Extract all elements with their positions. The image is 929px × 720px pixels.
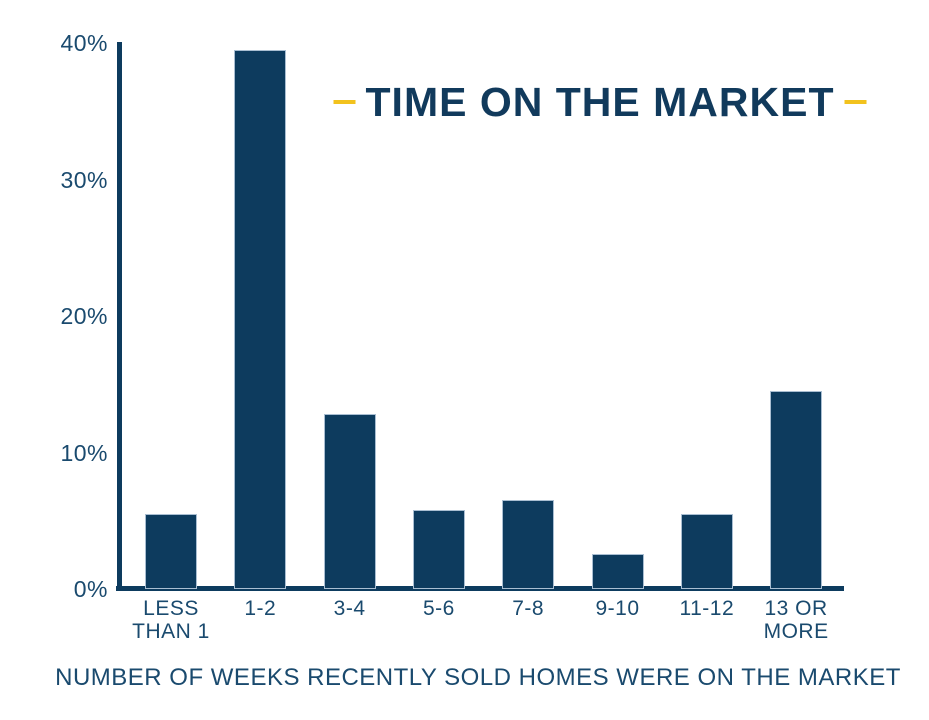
y-axis-line (117, 42, 122, 591)
bar-3-4 (323, 414, 376, 589)
x-tick-label-7-8: 7-8 (512, 597, 545, 620)
x-axis-caption: NUMBER OF WEEKS RECENTLY SOLD HOMES WERE… (55, 664, 901, 691)
bar-7-8 (502, 500, 555, 589)
bar-9-10 (591, 553, 644, 589)
bar-1-2 (234, 49, 287, 589)
x-tick-label-3-4: 3-4 (333, 597, 366, 620)
y-tick-label-0: 0% (73, 576, 108, 602)
x-tick-label-9-10: 9-10 (595, 597, 640, 620)
title-right-dash-icon (844, 100, 867, 104)
x-tick-label-less-than-1: LESS THAN 1 (132, 597, 210, 643)
bar-less-than-1 (145, 513, 197, 589)
x-tick-label-1-2: 1-2 (244, 597, 277, 620)
x-tick-label-5-6: 5-6 (422, 597, 455, 620)
y-tick-label-10: 10% (60, 439, 108, 466)
y-tick-label-30: 30% (60, 166, 108, 193)
x-axis-line (116, 586, 844, 591)
chart-title: TIME ON THE MARKET (365, 79, 835, 125)
bar-11-12 (680, 513, 733, 589)
chart-title-row: TIME ON THE MARKET (333, 79, 867, 125)
y-tick-label-20: 20% (60, 303, 108, 329)
bar-13-or-more (770, 391, 823, 589)
title-left-dash-icon (333, 100, 356, 104)
y-tick-label-40: 40% (60, 30, 108, 56)
x-tick-label-13-or-more: 13 OR MORE (763, 597, 829, 643)
x-tick-label-11-12: 11-12 (679, 597, 735, 620)
bar-5-6 (412, 509, 465, 589)
